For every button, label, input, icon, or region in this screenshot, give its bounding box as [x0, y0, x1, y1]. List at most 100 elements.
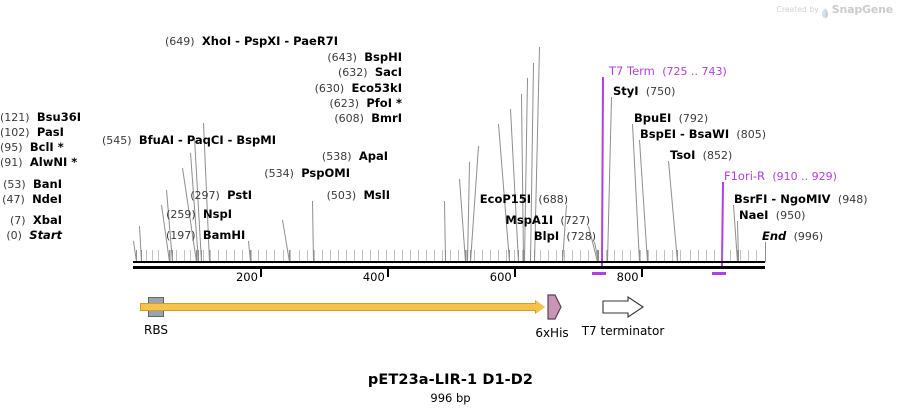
cut-tick — [522, 250, 523, 262]
page-title: pET23a-LIR-1 D1-D2 — [367, 372, 534, 388]
enzyme-label-bsrfi[interactable]: BsrFI - NgoMIV (948) — [734, 192, 868, 206]
cut-mark-ecop15i — [562, 250, 563, 262]
enzyme-label-bsphi[interactable]: (643) BspHI — [327, 50, 402, 64]
enzyme-label-pasi[interactable]: (102) PasI — [0, 125, 64, 139]
cut-tick — [203, 250, 204, 262]
feature-label-f1ori[interactable]: F1ori-R (910 .. 929) — [724, 169, 837, 183]
enzyme-label-eco53ki[interactable]: (630) Eco53kI — [314, 81, 402, 95]
enzyme-label-start[interactable]: (0) Start — [6, 228, 62, 242]
cut-tick — [251, 250, 252, 262]
enzyme-label-naei[interactable]: NaeI (950) — [739, 208, 806, 222]
cut-tick — [426, 250, 427, 262]
enzyme-label-styi[interactable]: StyI (750) — [613, 84, 676, 98]
enzyme-label-apai[interactable]: (538) ApaI — [321, 149, 388, 163]
cut-tick — [354, 250, 355, 262]
ruler-tick-200 — [259, 269, 263, 277]
cut-tick — [506, 250, 507, 262]
cut-tick — [514, 250, 515, 262]
cut-tick — [338, 250, 339, 262]
feature-label-t7term[interactable]: T7 Term (725 .. 743) — [609, 64, 727, 78]
enzyme-label-bcli[interactable]: (95) BclI * — [0, 140, 64, 154]
enzyme-label-xhoi[interactable]: (649) XhoI - PspXI - PaeR7I — [165, 34, 338, 48]
cut-mark-ndei — [169, 250, 170, 262]
snapgene-watermark: Created by SnapGene — [777, 3, 893, 19]
enzyme-label-mspa1i[interactable]: MspA1I (727) — [505, 213, 590, 227]
cut-tick — [434, 250, 435, 262]
enzyme-label-bmri[interactable]: (608) BmrI — [334, 111, 402, 125]
cut-mark-apai — [467, 250, 468, 262]
enzyme-label-bfuai[interactable]: (545) BfuAI - PaqCI - BspMI — [101, 133, 276, 147]
cut-mark-bsu36i — [209, 250, 210, 262]
feature-6xhis[interactable] — [546, 294, 562, 324]
cut-tick — [490, 250, 491, 262]
ruler-tick-400 — [386, 269, 390, 277]
enzyme-label-pfoi[interactable]: (623) PfoI * — [329, 96, 402, 110]
cut-mark-bcli — [198, 250, 199, 262]
enzyme-label-bsu36i[interactable]: (121) Bsu36I — [0, 110, 81, 124]
ruler-tick-label-400: 400 — [362, 270, 385, 284]
enzyme-label-bspei[interactable]: BspEI - BsaWI (805) — [640, 127, 767, 141]
cut-tick — [362, 250, 363, 262]
plasmid-size-label: 996 bp — [430, 391, 471, 405]
enzyme-label-saci[interactable]: (632) SacI — [337, 65, 402, 79]
enzyme-label-bani[interactable]: (53) BanI — [3, 177, 62, 191]
cut-tick — [648, 250, 649, 262]
snapgene-logo-glyph — [821, 8, 828, 19]
cut-tick — [386, 250, 387, 262]
cut-mark-xhoi — [534, 250, 535, 262]
feature-bar-t7-term — [592, 272, 606, 275]
cut-mark-bfuai — [470, 250, 471, 262]
enzyme-label-msli[interactable]: (503) MslI — [326, 188, 390, 202]
cut-tick — [450, 250, 451, 262]
ruler-tick-label-200: 200 — [235, 270, 258, 284]
cut-mark-bsrfi — [737, 250, 738, 262]
enzyme-label-psti[interactable]: (297) PstI — [190, 188, 252, 202]
cut-tick — [418, 250, 419, 262]
enzyme-label-alwni[interactable]: (91) AlwNI * — [0, 155, 78, 169]
cut-tick — [190, 250, 191, 262]
cut-tick — [283, 250, 284, 262]
cut-tick — [630, 250, 631, 262]
enzyme-label-xbai[interactable]: (7) XbaI — [9, 213, 62, 227]
ruler-tick-800 — [640, 269, 644, 277]
cut-tick — [672, 250, 673, 262]
feature-label-rbs: RBS — [144, 323, 168, 337]
cut-tick — [258, 250, 259, 262]
cut-tick — [540, 250, 541, 262]
cut-tick — [690, 250, 691, 262]
cut-tick — [266, 250, 267, 262]
cut-mark-eco53ki — [523, 250, 524, 262]
feature-shape-t7ter — [602, 295, 644, 319]
snapgene-logo-icon — [821, 4, 829, 19]
feature-t7ter[interactable] — [602, 295, 644, 322]
cut-mark-xbai — [141, 250, 142, 262]
cut-mark-tsoi — [677, 250, 678, 262]
cut-tick — [588, 250, 589, 262]
cut-tick — [572, 250, 573, 262]
cut-tick — [402, 250, 403, 262]
enzyme-label-ndei[interactable]: (47) NdeI — [2, 192, 62, 206]
cut-tick — [698, 250, 699, 262]
enzyme-label-nspi[interactable]: (259) NspI — [166, 207, 232, 221]
cut-mark-pspomi — [465, 250, 466, 262]
cut-mark-msli — [445, 250, 446, 262]
cut-tick — [482, 250, 483, 262]
cut-tick — [474, 250, 475, 262]
cut-tick — [330, 250, 331, 262]
cut-tick — [242, 250, 243, 262]
cut-tick — [748, 250, 749, 262]
enzyme-label-ecop15i[interactable]: EcoP15I (688) — [479, 192, 568, 206]
cut-tick — [548, 250, 549, 262]
enzyme-label-tsoi[interactable]: TsoI (852) — [670, 148, 733, 162]
enzyme-label-pspomi[interactable]: (534) PspOMI — [264, 166, 350, 180]
cut-tick — [146, 250, 147, 262]
ruler-tick-600 — [513, 269, 517, 277]
cut-tick — [706, 250, 707, 262]
enzyme-label-bamhi[interactable]: (197) BamHI — [166, 228, 246, 242]
enzyme-label-end[interactable]: End (996) — [762, 229, 824, 243]
enzyme-label-blpi[interactable]: BlpI (728) — [533, 229, 596, 243]
enzyme-label-bpuei[interactable]: BpuEI (792) — [634, 111, 709, 125]
cut-tick — [580, 250, 581, 262]
cut-tick — [290, 250, 291, 262]
